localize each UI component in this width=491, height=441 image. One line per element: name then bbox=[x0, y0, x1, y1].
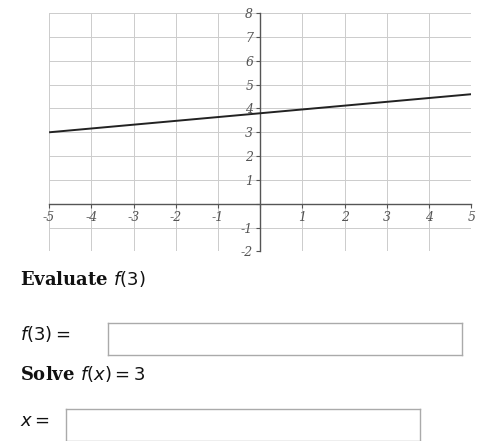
Text: Solve $f(x) = 3$: Solve $f(x) = 3$ bbox=[20, 364, 145, 384]
Text: $f(3)=$: $f(3)=$ bbox=[20, 324, 70, 344]
Text: $x=$: $x=$ bbox=[20, 412, 50, 430]
Text: Evaluate $f(3)$: Evaluate $f(3)$ bbox=[20, 269, 145, 289]
